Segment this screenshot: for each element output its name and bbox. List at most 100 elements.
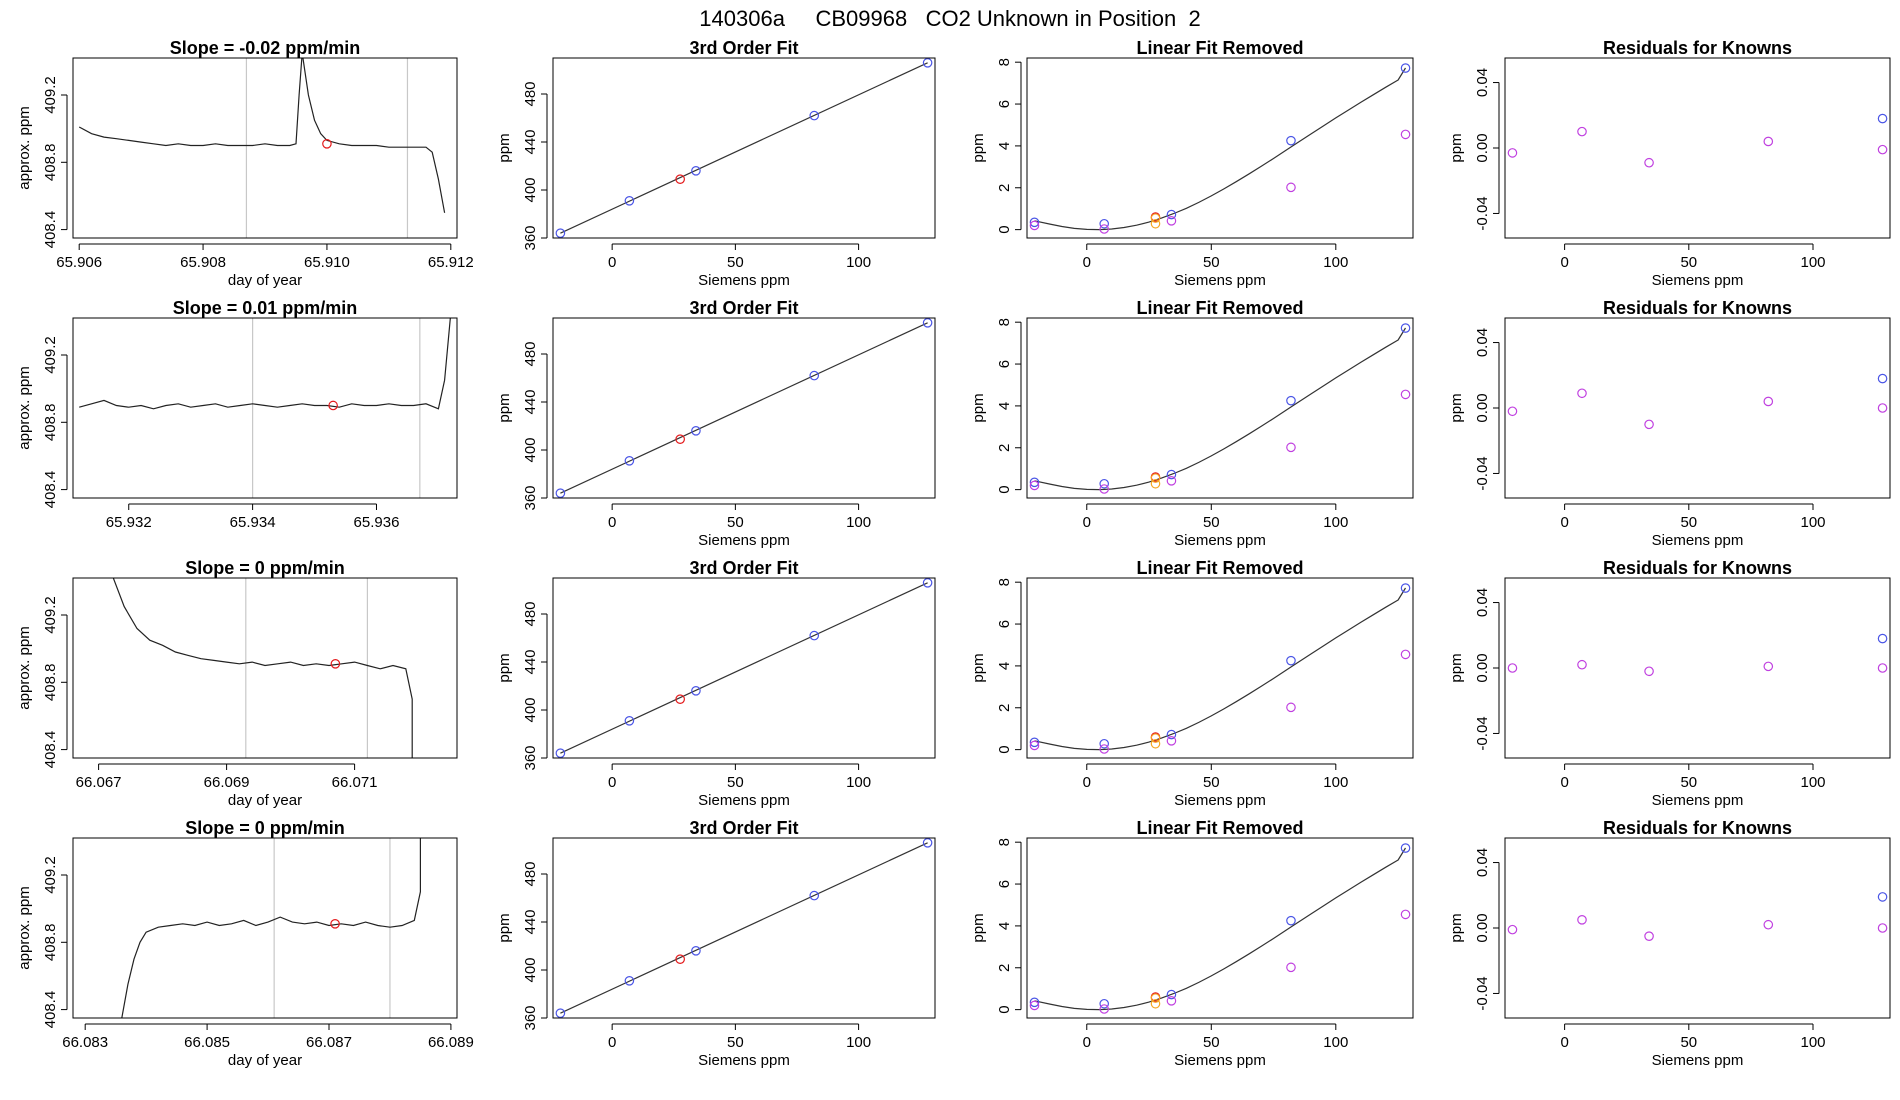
y-tick-label: 2 <box>996 704 1013 712</box>
data-point <box>1877 373 1888 384</box>
y-tick-label: 400 <box>522 697 539 722</box>
data-point <box>1877 892 1888 902</box>
x-tick-label: 0 <box>1560 1034 1568 1051</box>
y-axis-label: ppm <box>496 913 513 942</box>
chart-title: Slope = 0 ppm/min <box>185 558 345 578</box>
data-point <box>809 630 820 641</box>
highlight-point <box>322 138 332 149</box>
x-tick-label: 100 <box>846 514 871 531</box>
data-point <box>1400 63 1411 73</box>
data-point <box>1763 396 1774 407</box>
x-axis-label: day of year <box>228 792 302 809</box>
chart-panel-8: Slope = 0 ppm/min 66.067 66.069 66.071 day o… <box>16 558 458 809</box>
plot-frame <box>72 317 458 499</box>
y-axis-label: ppm <box>496 133 513 162</box>
y-tick-label: 480 <box>522 861 539 886</box>
x-tick-label: 0 <box>1560 514 1568 531</box>
chart-title: Linear Fit Removed <box>1136 38 1303 58</box>
fit-curve <box>560 322 928 494</box>
chart-panel-11: Residuals for Knowns 0 50 100 Siemens ppm -0.… <box>1448 558 1891 809</box>
y-tick-label: 0.04 <box>1474 588 1491 617</box>
y-tick-label: 480 <box>522 341 539 366</box>
y-tick-label: 409.2 <box>42 856 59 894</box>
x-axis-label: Siemens ppm <box>1174 272 1266 289</box>
x-axis-label: Siemens ppm <box>1652 532 1744 549</box>
y-tick-label: -0.04 <box>1474 456 1491 490</box>
data-point <box>809 110 820 121</box>
x-axis-label: Siemens ppm <box>1652 792 1744 809</box>
x-axis-label: Siemens ppm <box>1174 1052 1266 1069</box>
data-point <box>922 318 933 328</box>
plot-frame <box>1504 837 1891 1019</box>
x-tick-label: 50 <box>727 514 744 531</box>
data-point <box>1577 659 1587 670</box>
y-tick-label: -0.04 <box>1474 716 1491 750</box>
y-tick-label: 0.00 <box>1474 133 1491 162</box>
chart-panel-12: Slope = 0 ppm/min 66.083 66.085 66.087 66.08… <box>16 818 474 1069</box>
data-point <box>1099 1004 1109 1014</box>
data-point <box>555 488 566 498</box>
y-tick-label: 4 <box>996 142 1013 150</box>
data-point <box>1400 843 1411 853</box>
data-point <box>1577 915 1587 925</box>
y-tick-label: 0 <box>996 485 1013 493</box>
plot-frame <box>552 577 936 759</box>
chart-panel-4: Slope = 0.01 ppm/min 65.932 65.934 65.936 40… <box>16 298 458 531</box>
data-point <box>1877 923 1888 933</box>
y-tick-label: 409.2 <box>42 596 59 634</box>
plot-frame <box>1026 317 1414 499</box>
y-tick-label: 408.8 <box>42 664 59 702</box>
x-tick-label: 65.908 <box>180 254 226 271</box>
y-tick-label: 6 <box>996 360 1013 368</box>
data-point <box>1166 736 1177 746</box>
data-point <box>1286 702 1296 713</box>
data-point <box>1644 931 1654 941</box>
highlight-point <box>330 918 340 929</box>
chart-panel-3: Residuals for Knowns 0 50 100 Siemens ppm -0.… <box>1448 38 1891 289</box>
x-axis-label: Siemens ppm <box>698 1052 790 1069</box>
data-point <box>1644 419 1654 430</box>
data-point <box>1877 144 1888 155</box>
data-point <box>922 578 933 588</box>
data-point <box>1644 666 1654 677</box>
data-point <box>1763 661 1774 672</box>
y-tick-label: 408.4 <box>42 471 59 509</box>
y-tick-label: 8 <box>996 58 1013 66</box>
data-point <box>1150 473 1161 483</box>
y-tick-label: 409.2 <box>42 336 59 374</box>
x-tick-label: 66.067 <box>76 774 122 791</box>
data-point <box>1507 663 1518 673</box>
chart-title: Linear Fit Removed <box>1136 298 1303 318</box>
x-tick-label: 100 <box>846 774 871 791</box>
data-point <box>1507 406 1518 417</box>
page-title: 140306a CB09968 CO2 Unknown in Position … <box>699 6 1200 31</box>
data-point <box>1644 157 1654 168</box>
y-tick-label: 360 <box>522 1005 539 1030</box>
x-tick-label: 0 <box>1560 254 1568 271</box>
data-point <box>1150 998 1161 1009</box>
y-axis-label: ppm <box>1448 653 1465 682</box>
chart-title: 3rd Order Fit <box>689 38 798 58</box>
chart-title: Slope = -0.02 ppm/min <box>170 38 361 58</box>
data-point <box>1099 218 1109 229</box>
y-axis-label: ppm <box>1448 133 1465 162</box>
y-tick-label: 408.8 <box>42 404 59 442</box>
chart-title: Slope = 0 ppm/min <box>185 818 345 838</box>
chart-panel-2: Linear Fit Removed 0 50 100 Siemens ppm 0 2 4 6 8… <box>970 38 1414 289</box>
y-tick-label: 400 <box>522 437 539 462</box>
data-point <box>691 685 701 696</box>
data-point <box>1877 663 1888 673</box>
chart-panel-14: Linear Fit Removed 0 50 100 Siemens ppm 0 2 4 6 8… <box>970 818 1414 1069</box>
chart-panel-10: Linear Fit Removed 0 50 100 Siemens ppm 0 2 4 6 8… <box>970 558 1414 809</box>
chart-panel-15: Residuals for Knowns 0 50 100 Siemens ppm -0.… <box>1448 818 1891 1069</box>
x-axis-label: Siemens ppm <box>1174 792 1266 809</box>
data-point <box>1029 1000 1040 1011</box>
data-point <box>1029 480 1040 491</box>
data-point <box>1029 997 1040 1008</box>
y-axis-label: ppm <box>496 653 513 682</box>
data-point <box>675 954 685 964</box>
x-tick-label: 66.083 <box>62 1034 108 1051</box>
data-point <box>691 945 701 956</box>
y-tick-label: 440 <box>522 909 539 934</box>
